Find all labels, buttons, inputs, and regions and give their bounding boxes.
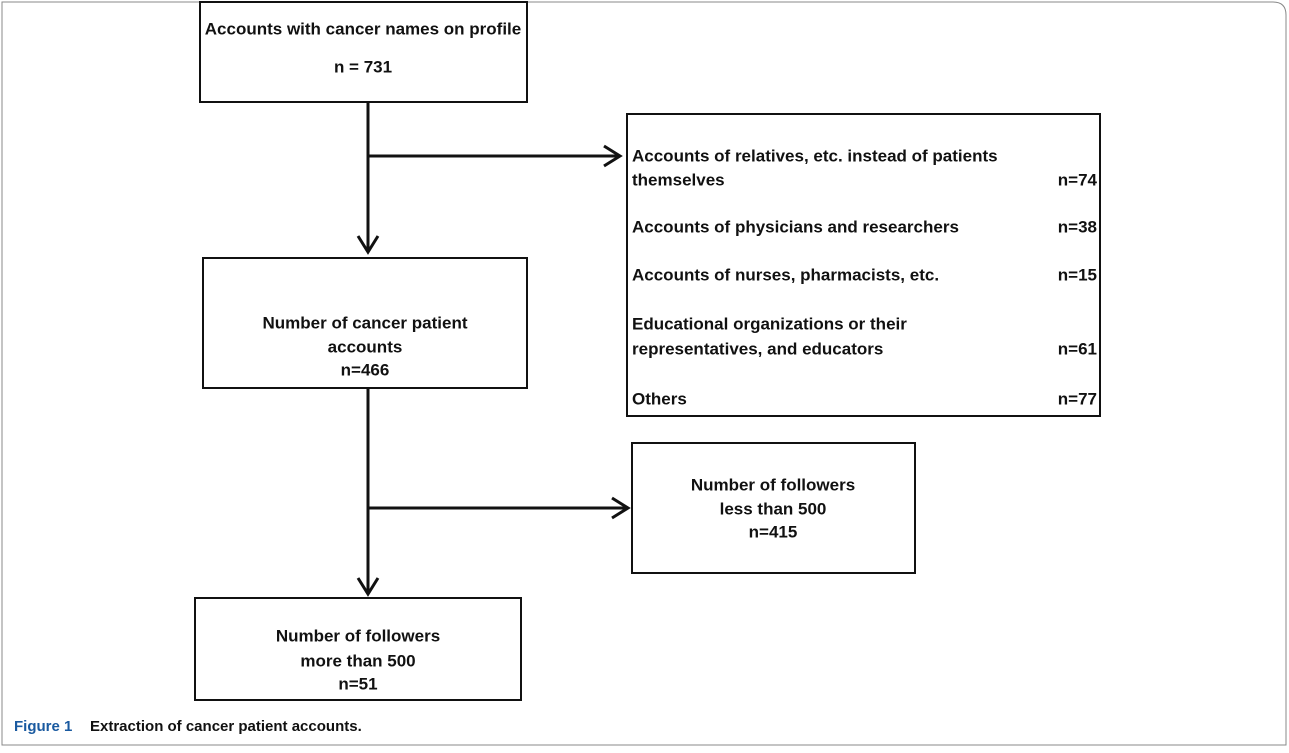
exclusion-label: Others <box>632 389 687 408</box>
exclusion-label: Accounts of physicians and researchers <box>632 217 959 236</box>
exclusion-label: representatives, and educators <box>632 339 883 358</box>
node-box <box>631 442 916 574</box>
exclusion-label: Accounts of relatives, etc. instead of p… <box>632 146 998 165</box>
node-box <box>199 1 528 103</box>
caption-text: Extraction of cancer patient accounts. <box>90 718 362 735</box>
exclusion-label: Educational organizations or their <box>632 314 907 333</box>
exclusion-box <box>626 113 1101 417</box>
arrows <box>356 102 631 597</box>
node-text: Number of followers <box>691 475 855 494</box>
node-text: more than 500 <box>300 651 415 670</box>
node-text: Accounts with cancer names on profile <box>205 19 521 38</box>
node-text: n=415 <box>749 522 798 541</box>
exclusion-count: n=38 <box>1058 217 1097 236</box>
exclusion-count: n=74 <box>1058 170 1098 189</box>
node-text: Number of cancer patient <box>263 313 468 332</box>
node-box <box>202 257 528 389</box>
exclusion-count: n=61 <box>1058 339 1097 358</box>
exclusion-label: themselves <box>632 170 725 189</box>
caption-label: Figure 1 <box>14 718 72 735</box>
node-text: Number of followers <box>276 626 440 645</box>
node-box <box>194 597 522 701</box>
texts: Accounts with cancer names on profile n … <box>14 19 1098 734</box>
exclusion-count: n=77 <box>1058 389 1097 408</box>
node-text: accounts <box>328 337 403 356</box>
exclusion-label: Accounts of nurses, pharmacists, etc. <box>632 265 939 284</box>
node-text: n = 731 <box>334 57 392 76</box>
node-text: less than 500 <box>720 499 827 518</box>
exclusion-count: n=15 <box>1058 265 1097 284</box>
node-text: n=51 <box>338 674 377 693</box>
node-text: n=466 <box>341 360 390 379</box>
